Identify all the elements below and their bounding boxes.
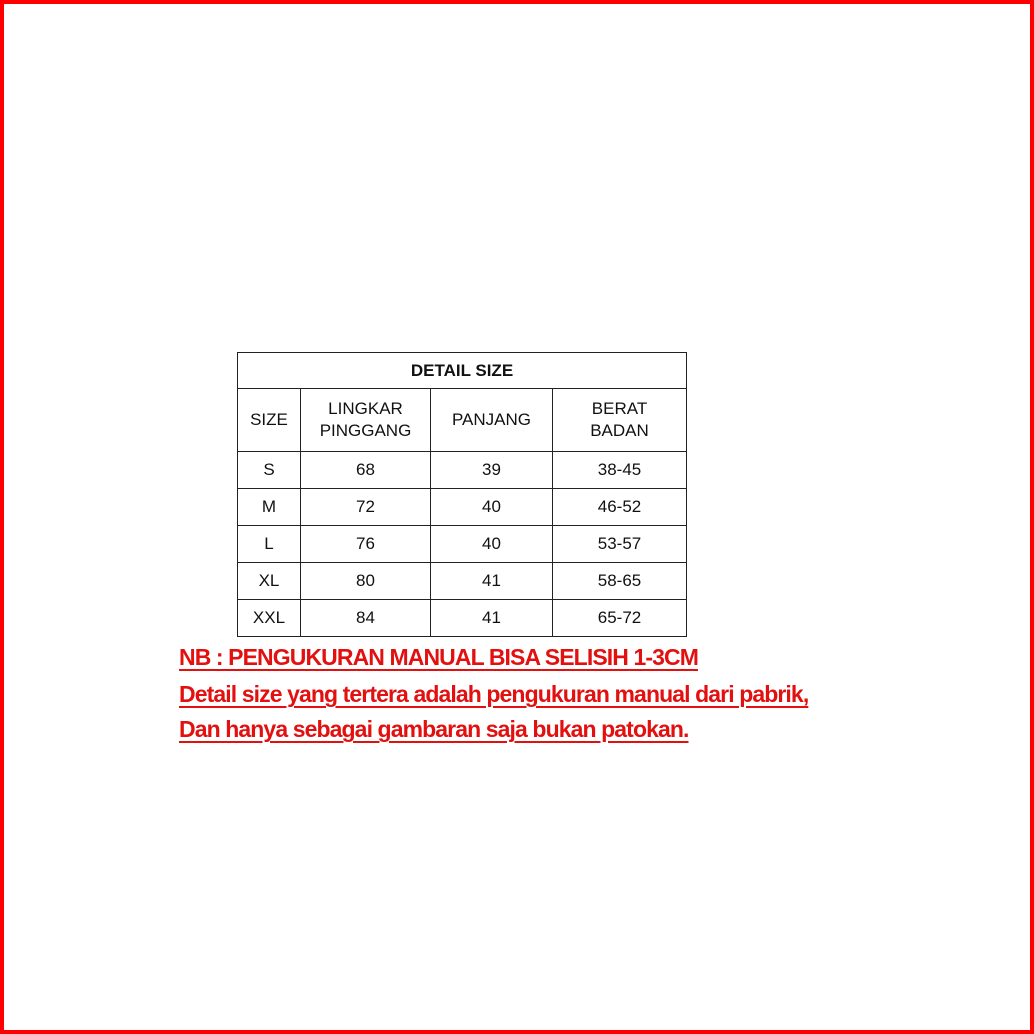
table-title: DETAIL SIZE xyxy=(237,352,687,389)
table-cell: L xyxy=(237,525,301,563)
table-cell: 65-72 xyxy=(552,599,687,637)
header-line: PANJANG xyxy=(451,410,532,429)
header-size: SIZE xyxy=(237,388,301,452)
table-cell: 40 xyxy=(430,488,553,526)
size-chart-table: DETAIL SIZE SIZE LINGKAR PINGGANG PANJANG… xyxy=(237,352,687,637)
table-header-row: SIZE LINGKAR PINGGANG PANJANG BERAT BADAN xyxy=(237,388,687,452)
header-line: BERAT xyxy=(591,399,648,418)
table-cell: 39 xyxy=(430,451,553,489)
header-size-text: SIZE xyxy=(250,410,288,429)
table-cell: S xyxy=(237,451,301,489)
header-berat-badan: BERAT BADAN xyxy=(552,388,687,452)
header-line: LINGKAR xyxy=(328,399,403,418)
table-cell: 38-45 xyxy=(552,451,687,489)
table-row: XL 80 41 58-65 xyxy=(237,562,687,600)
table-cell: 72 xyxy=(300,488,431,526)
table-cell: 68 xyxy=(300,451,431,489)
header-lingkar-pinggang: LINGKAR PINGGANG xyxy=(300,388,431,452)
table-title-row: DETAIL SIZE xyxy=(237,352,687,389)
table-cell: 80 xyxy=(300,562,431,600)
note-line-1: NB : PENGUKURAN MANUAL BISA SELISIH 1-3C… xyxy=(179,644,699,670)
table-cell: 41 xyxy=(430,599,553,637)
table-row: M 72 40 46-52 xyxy=(237,488,687,526)
table-row: S 68 39 38-45 xyxy=(237,451,687,489)
table-cell: XXL xyxy=(237,599,301,637)
table-cell: 41 xyxy=(430,562,553,600)
table-cell: 53-57 xyxy=(552,525,687,563)
table-row: L 76 40 53-57 xyxy=(237,525,687,563)
table-row: XXL 84 41 65-72 xyxy=(237,599,687,637)
table-cell: 58-65 xyxy=(552,562,687,600)
table-cell: 76 xyxy=(300,525,431,563)
table-cell: XL xyxy=(237,562,301,600)
table-cell: 46-52 xyxy=(552,488,687,526)
table-cell: 84 xyxy=(300,599,431,637)
header-panjang: PANJANG xyxy=(430,388,553,452)
header-line: BADAN xyxy=(590,421,649,440)
header-line: PINGGANG xyxy=(319,421,412,440)
note-line-2: Detail size yang tertera adalah pengukur… xyxy=(179,681,809,707)
table-cell: M xyxy=(237,488,301,526)
table-cell: 40 xyxy=(430,525,553,563)
note-line-3: Dan hanya sebagai gambaran saja bukan pa… xyxy=(179,716,689,742)
